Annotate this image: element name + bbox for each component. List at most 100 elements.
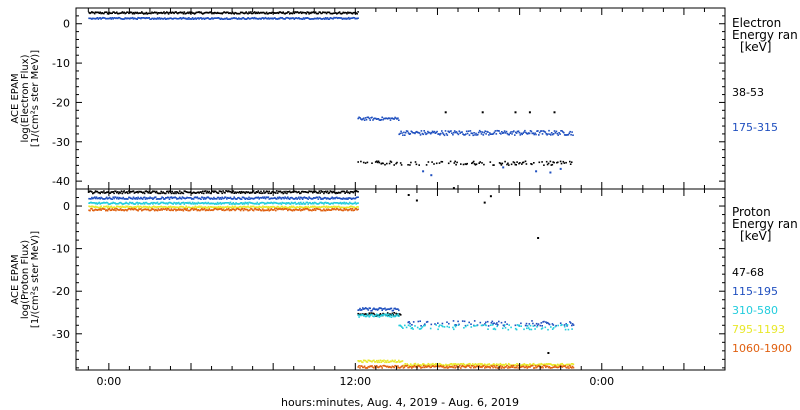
data-point <box>203 202 206 204</box>
data-point <box>487 325 490 327</box>
data-point <box>414 132 416 135</box>
data-point <box>393 366 395 369</box>
data-point <box>356 17 358 20</box>
data-point <box>347 209 349 212</box>
data-point <box>250 197 252 199</box>
data-point <box>235 192 237 194</box>
data-point <box>532 362 535 365</box>
data-point <box>503 325 506 327</box>
data-point <box>450 363 453 365</box>
data-point <box>140 12 142 14</box>
data-point <box>489 132 491 134</box>
data-point <box>450 365 453 368</box>
data-point <box>453 131 455 134</box>
data-point <box>273 12 275 14</box>
data-point <box>109 209 112 212</box>
data-point <box>165 207 167 210</box>
data-point <box>557 134 559 136</box>
data-point <box>156 209 159 212</box>
data-point <box>159 12 162 14</box>
data-point <box>258 191 260 194</box>
data-point <box>243 203 246 205</box>
data-point <box>426 364 429 366</box>
data-point <box>503 367 505 369</box>
data-point <box>155 190 158 193</box>
data-point <box>309 197 311 199</box>
data-point <box>146 202 149 205</box>
data-point <box>564 365 566 367</box>
data-point <box>219 205 222 208</box>
data-point <box>520 366 522 368</box>
data-point <box>147 207 150 209</box>
data-point <box>328 206 331 208</box>
data-point <box>176 191 178 193</box>
data-point <box>433 163 435 165</box>
data-point <box>151 11 153 14</box>
data-point <box>136 11 138 14</box>
data-point <box>234 203 236 205</box>
data-point <box>265 190 268 192</box>
data-point <box>171 206 174 208</box>
data-point <box>499 162 502 165</box>
data-point <box>532 132 535 134</box>
data-point <box>327 202 330 204</box>
data-point <box>335 196 337 199</box>
data-point <box>150 18 152 20</box>
data-point <box>241 191 244 194</box>
data-point <box>401 132 403 134</box>
data-point <box>118 196 121 199</box>
data-point <box>411 366 414 368</box>
data-point <box>341 202 344 204</box>
data-point <box>246 201 248 204</box>
data-point <box>359 314 361 316</box>
data-point <box>186 17 188 20</box>
data-point <box>294 197 296 200</box>
data-point <box>572 134 574 136</box>
data-point <box>172 11 174 14</box>
data-point <box>457 133 460 136</box>
data-point <box>136 190 138 193</box>
data-point <box>224 196 226 198</box>
data-point <box>151 201 153 204</box>
data-point <box>300 201 302 204</box>
data-point <box>378 119 381 121</box>
data-point <box>170 196 173 198</box>
data-point <box>420 327 423 330</box>
data-point <box>155 198 158 200</box>
data-point <box>342 202 345 205</box>
data-point <box>348 12 350 14</box>
data-point <box>233 208 235 211</box>
data-point <box>202 209 204 211</box>
data-point <box>287 206 289 209</box>
data-point <box>383 313 385 316</box>
data-point <box>312 205 314 208</box>
data-point <box>108 17 111 20</box>
data-point <box>187 201 189 204</box>
data-point <box>392 360 395 363</box>
data-point <box>218 207 221 209</box>
electron-legend-175-315: 175-315 <box>732 121 778 134</box>
data-point <box>167 192 170 194</box>
data-point <box>373 315 375 318</box>
data-point <box>549 367 552 369</box>
data-point <box>465 133 467 135</box>
data-point <box>529 324 532 327</box>
data-point <box>507 133 510 136</box>
data-point <box>455 324 457 326</box>
data-point <box>545 132 547 135</box>
data-point <box>338 192 341 194</box>
data-point <box>236 206 238 209</box>
data-point <box>125 209 127 211</box>
data-point <box>344 209 346 211</box>
data-point <box>392 118 395 120</box>
data-point <box>234 11 236 14</box>
data-point <box>92 11 95 14</box>
data-point <box>301 198 304 200</box>
data-point <box>267 196 270 198</box>
data-point <box>229 206 232 209</box>
data-point <box>170 17 173 20</box>
data-point <box>288 206 290 209</box>
data-point <box>282 192 284 195</box>
data-point <box>297 209 299 211</box>
data-point <box>321 209 323 212</box>
